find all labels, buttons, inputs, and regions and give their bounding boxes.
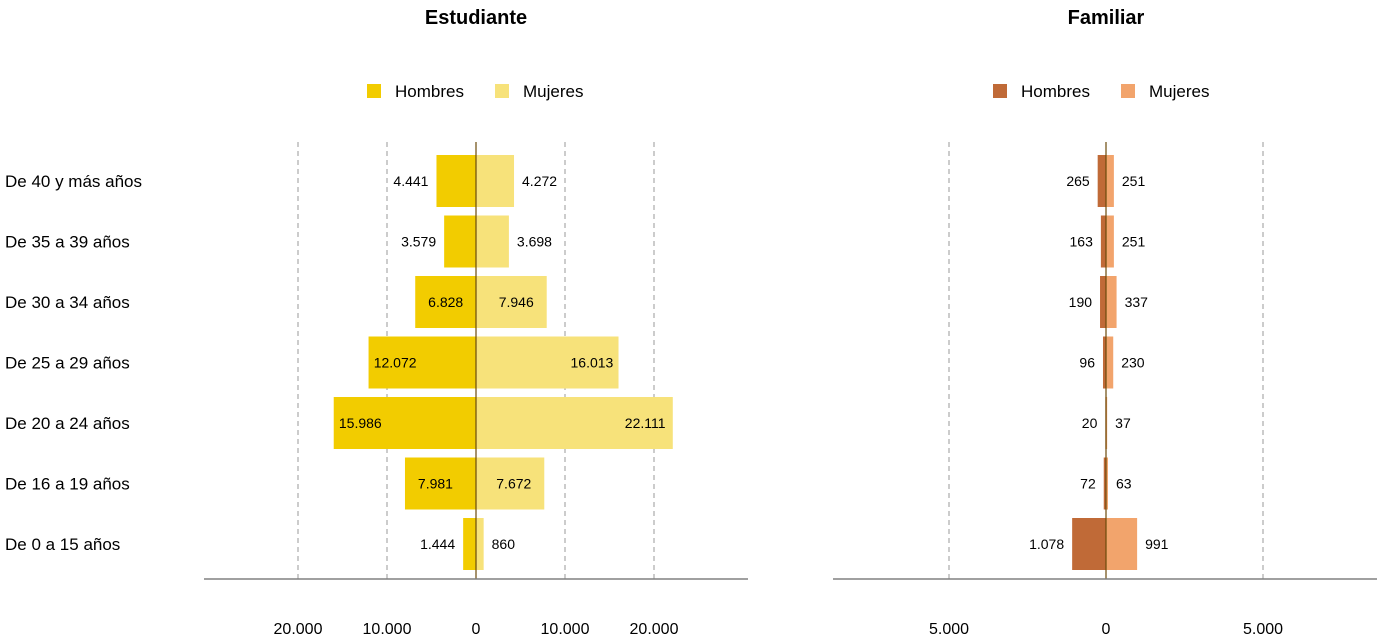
bar-hombres	[1102, 336, 1106, 389]
data-label-mujeres: 337	[1125, 294, 1149, 310]
data-label-mujeres: 251	[1122, 173, 1146, 189]
bar-hombres	[436, 155, 476, 207]
bar-hombres	[1097, 155, 1106, 207]
familiar-chart-title: Familiar	[1068, 7, 1145, 29]
data-label-hombres: 6.828	[428, 294, 463, 310]
category-label: De 25 a 29 años	[5, 354, 130, 373]
x-tick-label: 20.000	[630, 621, 679, 638]
bar-mujeres	[1106, 457, 1108, 510]
data-label-mujeres: 7.672	[496, 476, 531, 492]
legend-swatch-hombres	[367, 84, 381, 98]
category-label: De 40 y más años	[5, 172, 142, 191]
bar-hombres	[333, 397, 476, 449]
data-label-mujeres: 7.946	[499, 294, 534, 310]
data-label-hombres: 1.078	[1029, 536, 1064, 552]
legend-label-hombres: Hombres	[1021, 82, 1090, 101]
x-tick-label: 10.000	[541, 621, 590, 638]
data-label-mujeres: 4.272	[522, 173, 557, 189]
bar-hombres	[368, 336, 476, 389]
data-label-hombres: 12.072	[374, 355, 417, 371]
bar-mujeres	[476, 336, 619, 389]
bar-mujeres	[1106, 215, 1114, 268]
bar-mujeres	[476, 155, 515, 207]
data-label-mujeres: 860	[492, 536, 516, 552]
data-label-mujeres: 251	[1122, 234, 1146, 250]
bar-mujeres	[476, 215, 509, 268]
bar-hombres	[1103, 457, 1106, 510]
bar-mujeres	[1106, 155, 1114, 207]
data-label-hombres: 72	[1080, 476, 1096, 492]
legend-swatch-mujeres	[495, 84, 509, 98]
data-label-hombres: 265	[1066, 173, 1090, 189]
bar-hombres	[1072, 518, 1106, 570]
data-label-mujeres: 63	[1116, 476, 1132, 492]
bar-mujeres	[1106, 336, 1114, 389]
bar-mujeres	[1106, 276, 1117, 328]
estudiante-chart-title: Estudiante	[425, 7, 527, 29]
bar-hombres	[1100, 215, 1106, 268]
data-label-hombres: 7.981	[418, 476, 453, 492]
bar-hombres	[415, 276, 476, 328]
bar-mujeres	[476, 457, 545, 510]
category-label: De 16 a 19 años	[5, 475, 130, 494]
data-label-hombres: 4.441	[393, 173, 428, 189]
bar-mujeres	[476, 397, 673, 449]
legend-swatch-hombres	[993, 84, 1007, 98]
legend-label-mujeres: Mujeres	[523, 82, 583, 101]
x-tick-label: 20.000	[274, 621, 323, 638]
data-label-hombres: 15.986	[339, 415, 382, 431]
data-label-mujeres: 230	[1121, 355, 1145, 371]
x-tick-label: 10.000	[363, 621, 412, 638]
legend-swatch-mujeres	[1121, 84, 1135, 98]
category-label: De 30 a 34 años	[5, 293, 130, 312]
legend-label-hombres: Hombres	[395, 82, 464, 101]
bar-mujeres	[476, 276, 547, 328]
bar-hombres	[404, 457, 476, 510]
bar-mujeres	[476, 518, 484, 570]
data-label-mujeres: 37	[1115, 415, 1131, 431]
x-tick-label: 0	[1102, 621, 1111, 638]
bar-hombres	[463, 518, 476, 570]
category-label: De 35 a 39 años	[5, 233, 130, 252]
data-label-mujeres: 3.698	[517, 234, 552, 250]
data-label-hombres: 96	[1079, 355, 1095, 371]
data-label-mujeres: 22.111	[625, 415, 666, 431]
data-label-mujeres: 16.013	[571, 355, 614, 371]
x-tick-label: 5.000	[1243, 621, 1283, 638]
data-label-hombres: 3.579	[401, 234, 436, 250]
bar-hombres	[1100, 276, 1106, 328]
x-tick-label: 0	[472, 621, 481, 638]
data-label-hombres: 190	[1069, 294, 1093, 310]
bar-hombres	[444, 215, 476, 268]
x-tick-label: 5.000	[929, 621, 969, 638]
data-label-mujeres: 991	[1145, 536, 1169, 552]
legend-label-mujeres: Mujeres	[1149, 82, 1209, 101]
data-label-hombres: 1.444	[420, 536, 455, 552]
category-label: De 20 a 24 años	[5, 414, 130, 433]
bar-mujeres	[1106, 518, 1138, 570]
data-label-hombres: 163	[1070, 234, 1094, 250]
data-label-hombres: 20	[1082, 415, 1098, 431]
category-label: De 0 a 15 años	[5, 535, 120, 554]
